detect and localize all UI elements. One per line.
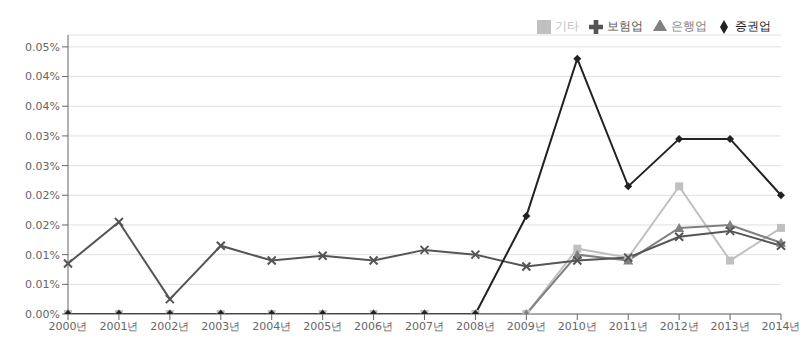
svg-text:0.00%: 0.00% <box>25 308 60 321</box>
svg-text:2003년: 2003년 <box>201 320 240 333</box>
svg-text:2000년: 2000년 <box>49 320 88 333</box>
svg-text:0.04%: 0.04% <box>25 70 60 83</box>
html-text:은행업: 은행업 <box>671 19 707 33</box>
svg-text:2006년: 2006년 <box>354 320 393 333</box>
svg-text:0.01%: 0.01% <box>25 249 60 262</box>
svg-text:2008년: 2008년 <box>456 320 495 333</box>
html-text:보험업: 보험업 <box>607 19 643 33</box>
svg-text:2004년: 2004년 <box>252 320 291 333</box>
svg-text:2010년: 2010년 <box>558 320 597 333</box>
svg-text:0.05%: 0.05% <box>25 41 60 54</box>
svg-text:2005년: 2005년 <box>303 320 342 333</box>
svg-text:0.01%: 0.01% <box>25 278 60 291</box>
html-text:기타: 기타 <box>555 19 579 33</box>
svg-text:2014년: 2014년 <box>762 320 801 333</box>
svg-text:2002년: 2002년 <box>150 320 189 333</box>
svg-text:0.02%: 0.02% <box>25 189 60 202</box>
svg-text:2001년: 2001년 <box>99 320 138 333</box>
svg-text:0.03%: 0.03% <box>25 130 60 143</box>
html-text:증권업: 증권업 <box>735 19 771 33</box>
svg-text:2007년: 2007년 <box>405 320 444 333</box>
svg-text:0.04%: 0.04% <box>25 100 60 113</box>
svg-text:0.02%: 0.02% <box>25 219 60 232</box>
svg-text:2009년: 2009년 <box>507 320 546 333</box>
svg-text:0.03%: 0.03% <box>25 160 60 173</box>
svg-text:2013년: 2013년 <box>711 320 750 333</box>
svg-text:2011년: 2011년 <box>609 320 648 333</box>
svg-text:2012년: 2012년 <box>660 320 699 333</box>
